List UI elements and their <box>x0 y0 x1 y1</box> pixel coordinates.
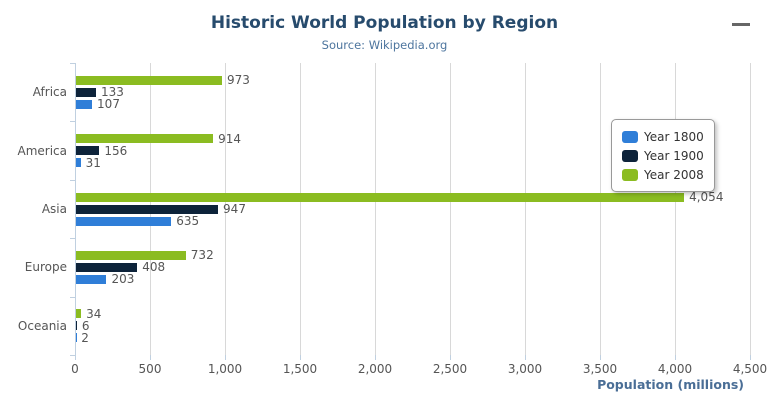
data-label: 947 <box>223 202 246 216</box>
category-axis-tick <box>70 297 75 298</box>
category-axis-tick <box>70 355 75 356</box>
data-label: 107 <box>97 97 120 112</box>
legend: Year 1800 Year 1900 Year 2008 <box>611 119 715 192</box>
x-axis-tick <box>225 355 226 360</box>
gridline <box>525 63 526 355</box>
bar-asia-year-1900[interactable] <box>76 204 219 214</box>
data-label: 4,054 <box>689 190 724 204</box>
bar-oceania-year-1900[interactable] <box>76 321 77 331</box>
x-axis-tick-label: 2,500 <box>432 362 468 376</box>
gridline <box>300 63 301 355</box>
legend-item-year-2008[interactable]: Year 2008 <box>622 165 704 184</box>
x-axis-tick <box>675 355 676 360</box>
x-axis-tick <box>750 355 751 360</box>
bar-america-year-1900[interactable] <box>76 146 100 156</box>
bar-africa-year-2008[interactable] <box>76 75 222 85</box>
export-menu-button[interactable] <box>732 23 750 38</box>
data-label: 914 <box>218 131 241 146</box>
bar-oceania-year-1800[interactable] <box>76 333 77 343</box>
x-axis-tick-label: 500 <box>138 362 162 376</box>
x-axis-tick <box>600 355 601 360</box>
x-axis-tick <box>75 355 76 360</box>
category-label-europe: Europe <box>24 260 67 275</box>
bar-africa-year-1800[interactable] <box>76 99 93 109</box>
bar-asia-year-1800[interactable] <box>76 216 172 226</box>
bar-europe-year-1900[interactable] <box>76 262 138 272</box>
category-label-america: America <box>17 143 68 158</box>
data-label: 635 <box>176 214 200 228</box>
x-axis-tick-label: 4,000 <box>657 362 693 376</box>
bar-oceania-year-2008[interactable] <box>76 309 82 319</box>
legend-item-year-1800[interactable]: Year 1800 <box>622 127 704 146</box>
category-label-asia: Asia <box>41 202 67 216</box>
x-axis-tick-label: 1,000 <box>207 362 243 376</box>
data-label: 156 <box>104 143 128 158</box>
legend-symbol-icon <box>622 168 638 181</box>
category-axis-tick <box>70 121 75 122</box>
gridline <box>675 63 676 355</box>
bar-asia-year-2008[interactable] <box>76 192 685 202</box>
data-label: 408 <box>142 260 166 275</box>
plot-area: 973 133 107 914 156 31 4,054 947 635 732 408 203 34 6… <box>75 63 751 355</box>
chart-title: Historic World Population by Region <box>210 13 559 33</box>
chart-subtitle: Source: Wikipedia.org <box>321 38 448 52</box>
data-label: 973 <box>226 73 250 88</box>
bar-europe-year-2008[interactable] <box>76 250 186 260</box>
bar-america-year-2008[interactable] <box>76 134 214 144</box>
x-axis-tick-label: 2,000 <box>357 362 393 376</box>
legend-symbol-icon <box>622 149 638 162</box>
data-label: 133 <box>100 85 124 100</box>
x-axis-title: Population (millions) <box>597 377 744 392</box>
data-label: 732 <box>190 248 214 263</box>
x-axis-tick <box>375 355 376 360</box>
x-axis-tick <box>450 355 451 360</box>
gridline <box>225 63 226 355</box>
x-axis-tick <box>525 355 526 360</box>
category-axis-tick <box>70 238 75 239</box>
gridline <box>600 63 601 355</box>
data-label: 6 <box>81 318 90 333</box>
data-label: 34 <box>86 306 102 321</box>
x-axis-tick <box>150 355 151 360</box>
category-label-oceania: Oceania <box>17 318 67 333</box>
legend-label: Year 1900 <box>644 148 704 163</box>
gridline <box>375 63 376 355</box>
category-axis-tick <box>70 63 75 64</box>
data-label: 31 <box>85 155 101 170</box>
bar-europe-year-1800[interactable] <box>76 274 107 284</box>
legend-item-year-1900[interactable]: Year 1900 <box>622 146 704 165</box>
legend-label: Year 1800 <box>644 129 704 144</box>
gridline <box>450 63 451 355</box>
x-axis-tick-label: 0 <box>71 362 79 376</box>
category-axis-line <box>75 63 76 355</box>
category-label-africa: Africa <box>32 85 67 100</box>
data-label: 203 <box>111 272 135 287</box>
x-axis-tick-label: 1,500 <box>282 362 318 376</box>
x-axis-tick-label: 3,500 <box>582 362 618 376</box>
x-axis-tick-label: 4,500 <box>732 362 768 376</box>
data-label: 2 <box>81 330 89 345</box>
x-axis-tick <box>300 355 301 360</box>
legend-symbol-icon <box>622 130 638 143</box>
bar-america-year-1800[interactable] <box>76 158 81 168</box>
gridline <box>750 63 751 355</box>
legend-label: Year 2008 <box>644 167 704 182</box>
category-axis-tick <box>70 180 75 181</box>
x-axis-tick-label: 3,000 <box>507 362 543 376</box>
bar-africa-year-1900[interactable] <box>76 87 96 97</box>
